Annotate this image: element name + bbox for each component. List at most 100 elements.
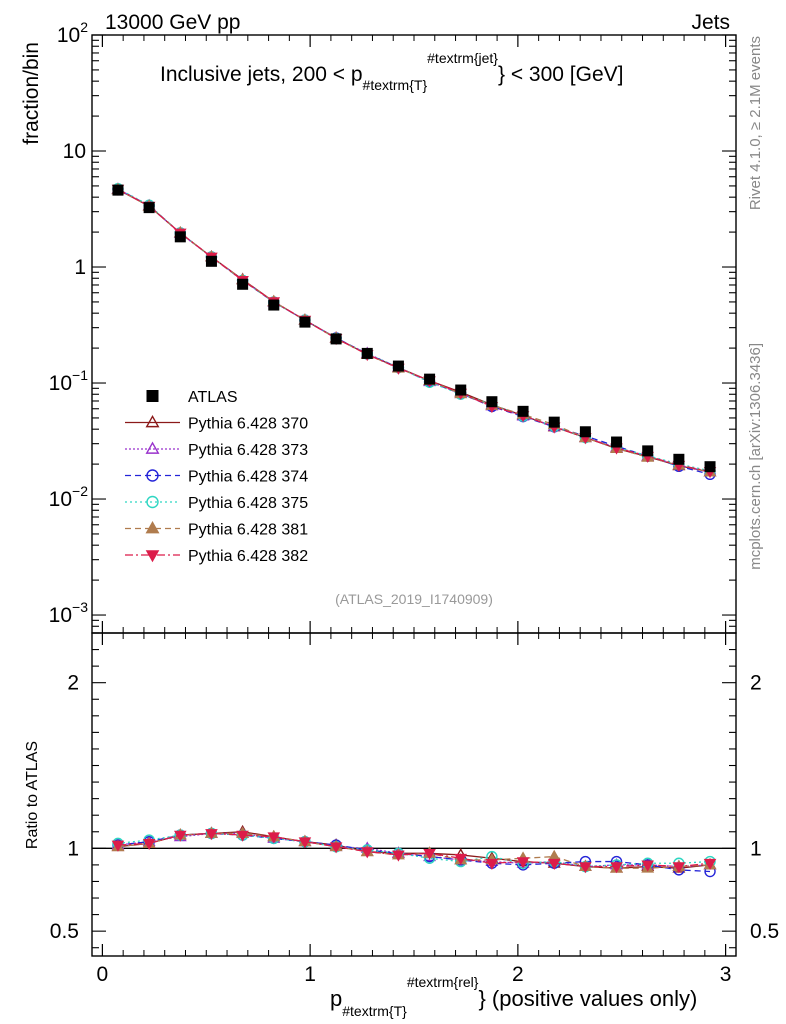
data-point (424, 373, 436, 385)
data-point (486, 396, 498, 408)
ratio-series-line (117, 832, 711, 868)
data-point (517, 405, 529, 417)
data-point (174, 231, 186, 243)
legend-label: ATLAS (188, 389, 238, 406)
y-tick-base: 10 (49, 488, 72, 511)
chart-title-pre: Inclusive jets, 200 < p (160, 63, 363, 86)
y-tick-base: 10 (49, 372, 72, 395)
y-tick-exponent: 2 (80, 19, 88, 35)
x-tick-label: 1 (304, 963, 316, 986)
legend-marker (145, 550, 160, 563)
legend-label: Pythia 6.428 370 (188, 416, 308, 433)
ratio-tick-label: 0.5 (50, 920, 79, 943)
y-tick-base: 10 (63, 140, 86, 163)
x-axis-label-post: } (positive values only) (478, 986, 697, 1011)
ratio-series-2 (112, 827, 716, 878)
ratio-series (111, 824, 717, 878)
ratio-point (547, 858, 561, 870)
legend-marker (145, 521, 160, 534)
data-point (205, 255, 217, 267)
ratio-point (392, 850, 405, 862)
y-tick-base: 10 (49, 604, 72, 627)
ratio-point (579, 862, 592, 874)
data-point (268, 299, 280, 311)
data-point (237, 278, 249, 290)
ratio-point (298, 837, 312, 849)
x-axis-label-sup: #textrm{rel} (407, 974, 479, 990)
data-point (392, 360, 404, 372)
legend-entry: Pythia 6.428 381 (125, 521, 308, 539)
x-axis-label: p#textrm{T}#textrm{rel}} (positive value… (330, 974, 697, 1019)
legend-marker (146, 495, 159, 509)
ratio-point (516, 857, 530, 869)
series-2 (112, 183, 716, 480)
data-point (455, 384, 467, 396)
legend-marker (146, 390, 159, 402)
y-tick-label: 1 (74, 256, 86, 279)
data-point (611, 436, 623, 448)
series-5 (111, 184, 717, 479)
y-tick-label: 10−2 (49, 483, 89, 511)
y-tick-label: 102 (57, 19, 88, 47)
ratio-point (111, 840, 125, 852)
x-axis-label-sub: #textrm{T} (342, 1003, 407, 1019)
ratio-point (672, 862, 686, 874)
ratio-tick-label: 1 (67, 837, 79, 860)
ratio-point (174, 830, 187, 842)
side-label-top: Rivet 4.1.0, ≥ 2.1M events (747, 36, 764, 210)
ratio-point (641, 860, 654, 872)
ratio-point (360, 847, 374, 859)
main-panel-frame (91, 34, 737, 634)
data-series-atlas (112, 184, 716, 473)
ratio-point (205, 829, 218, 841)
x-axis-label-base: p (330, 986, 342, 1011)
ratio-point (329, 842, 343, 854)
ratio-panel-frame (91, 632, 737, 957)
ratio-tick-label-right: 1 (750, 837, 762, 860)
x-tick-label: 2 (512, 963, 524, 986)
y-tick-base: 1 (74, 256, 86, 279)
ratio-series-5 (111, 829, 717, 874)
ratio-y-axis-label: Ratio to ATLAS (24, 741, 41, 849)
data-point (704, 461, 716, 473)
legend-entry: Pythia 6.428 382 (125, 548, 308, 565)
ratio-tick-label-right: 2 (750, 672, 762, 695)
legend-entry: Pythia 6.428 374 (125, 469, 308, 486)
ratio-tick-label: 2 (67, 672, 79, 695)
ratio-tick-label-right: 0.5 (750, 920, 779, 943)
data-point (548, 416, 560, 428)
y-tick-label: 10 (63, 140, 86, 163)
legend-marker (145, 441, 160, 454)
header-left-label: 13000 GeV pp (105, 11, 240, 34)
ratio-point (610, 862, 623, 874)
main-series (111, 182, 717, 480)
ratio-point (423, 848, 436, 861)
ratio-point (454, 853, 468, 865)
data-point (143, 202, 155, 214)
ratio-point (703, 858, 717, 870)
y-tick-label: 10−1 (49, 367, 89, 395)
y-tick-label: 10−3 (49, 599, 89, 627)
data-point (330, 333, 342, 345)
x-tick-label: 0 (97, 963, 109, 986)
legend-label: Pythia 6.428 375 (188, 495, 308, 512)
legend-entry: Pythia 6.428 373 (125, 441, 308, 459)
chart-title-sup: #textrm{jet} (427, 50, 498, 66)
y-tick-exponent: −3 (72, 599, 88, 615)
ratio-point (142, 839, 156, 851)
x-tick-label: 3 (720, 963, 732, 986)
legend-marker (145, 415, 160, 428)
data-point (112, 184, 124, 196)
data-point (579, 426, 591, 438)
legend-label: Pythia 6.428 382 (188, 548, 308, 565)
legend-entry: Pythia 6.428 370 (125, 415, 308, 433)
legend-label: Pythia 6.428 374 (188, 469, 308, 486)
chart-title-sub: #textrm{T} (363, 77, 428, 93)
data-point (299, 316, 311, 328)
header-right-label: Jets (691, 11, 730, 34)
data-point (361, 347, 373, 359)
y-axis-label: fraction/bin (20, 42, 43, 145)
y-tick-base: 10 (57, 24, 80, 47)
